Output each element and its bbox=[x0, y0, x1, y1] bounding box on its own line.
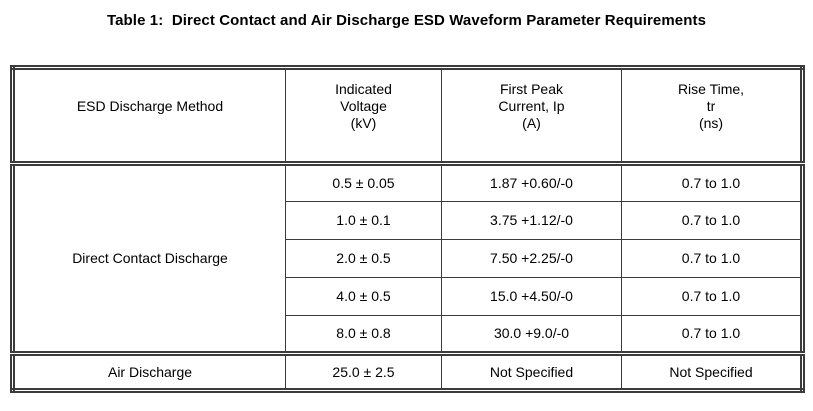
header-first-peak-current: First Peak Current, Ip (A) bbox=[441, 67, 622, 166]
table-row-direct-contact-3: 2.0 ± 0.5 7.50 +2.25/-0 0.7 to 1.0 bbox=[13, 239, 803, 278]
rise-time-cell: 0.7 to 1.0 bbox=[621, 163, 803, 202]
voltage-cell: 25.0 ± 2.5 bbox=[285, 351, 442, 391]
table-title: Table 1: Direct Contact and Air Discharg… bbox=[106, 12, 707, 29]
voltage-cell: 0.5 ± 0.05 bbox=[285, 163, 442, 202]
header-indicated-voltage: Indicated Voltage (kV) bbox=[285, 67, 442, 166]
rise-time-cell: Not Specified bbox=[621, 351, 803, 391]
voltage-cell: 4.0 ± 0.5 bbox=[285, 277, 442, 316]
current-cell: Not Specified bbox=[441, 351, 622, 391]
esd-parameter-table: ESD Discharge Method Indicated Voltage (… bbox=[10, 65, 805, 393]
rise-time-cell: 0.7 to 1.0 bbox=[621, 239, 803, 278]
current-cell: 3.75 +1.12/-0 bbox=[441, 201, 622, 240]
current-cell: 7.50 +2.25/-0 bbox=[441, 239, 622, 278]
table-row-air-discharge: Air Discharge 25.0 ± 2.5 Not Specified N… bbox=[12, 351, 803, 391]
header-row: ESD Discharge Method Indicated Voltage (… bbox=[12, 67, 803, 166]
table-row-direct-contact-1: Direct Contact Discharge 0.5 ± 0.05 1.87… bbox=[12, 163, 803, 354]
header-esd-discharge-method: ESD Discharge Method bbox=[12, 67, 286, 166]
voltage-cell: 8.0 ± 0.8 bbox=[285, 315, 442, 354]
table-row-direct-contact-5: 8.0 ± 0.8 30.0 +9.0/-0 0.7 to 1.0 bbox=[13, 315, 803, 354]
table-row-direct-contact-4: 4.0 ± 0.5 15.0 +4.50/-0 0.7 to 1.0 bbox=[13, 277, 803, 316]
method-cell-direct-contact: Direct Contact Discharge bbox=[12, 163, 286, 354]
voltage-cell: 2.0 ± 0.5 bbox=[285, 239, 442, 278]
rise-time-cell: 0.7 to 1.0 bbox=[621, 277, 803, 316]
current-cell: 30.0 +9.0/-0 bbox=[441, 315, 622, 354]
current-cell: 15.0 +4.50/-0 bbox=[441, 277, 622, 316]
rise-time-cell: 0.7 to 1.0 bbox=[621, 201, 803, 240]
table-row-direct-contact-2: 1.0 ± 0.1 3.75 +1.12/-0 0.7 to 1.0 bbox=[13, 201, 803, 240]
header-rise-time: Rise Time, tr (ns) bbox=[621, 67, 803, 166]
method-cell-air-discharge: Air Discharge bbox=[12, 351, 286, 391]
voltage-cell: 1.0 ± 0.1 bbox=[285, 201, 442, 240]
current-cell: 1.87 +0.60/-0 bbox=[441, 163, 622, 202]
rise-time-cell: 0.7 to 1.0 bbox=[621, 315, 803, 354]
